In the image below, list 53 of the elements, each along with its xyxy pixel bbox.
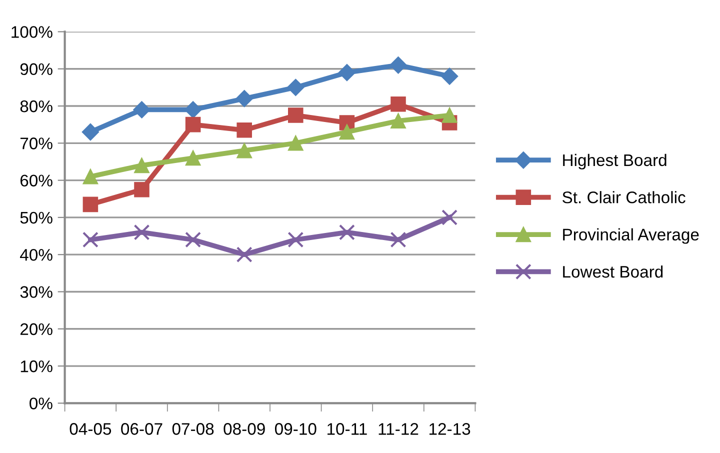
point — [133, 101, 150, 118]
point — [441, 68, 458, 85]
point — [338, 224, 355, 240]
x-tick-label: 04-05 — [70, 423, 112, 435]
legend-label: Highest Board — [563, 154, 666, 170]
point — [390, 96, 406, 112]
point — [390, 113, 406, 128]
y-tick-label: 20% — [20, 323, 52, 336]
y-tick-label: 70% — [20, 138, 52, 150]
point — [442, 209, 458, 226]
y-tick-label: 0% — [30, 398, 52, 410]
x-tick-label: 10-11 — [328, 423, 367, 435]
y-tick-label: 40% — [20, 248, 52, 261]
x-tick-label: 07-08 — [172, 423, 214, 435]
point — [185, 150, 201, 166]
x-tick-label: 09-10 — [274, 423, 316, 435]
point — [236, 246, 252, 263]
y-tick-label: 100% — [12, 26, 52, 38]
x-tick-label: 11-12 — [378, 423, 418, 435]
point — [82, 232, 98, 248]
y-tick-label: 50% — [20, 212, 52, 224]
point — [288, 232, 304, 248]
point — [390, 232, 406, 248]
legend-label: St. Clair Catholic — [562, 191, 686, 204]
y-tick-label: 10% — [20, 360, 52, 372]
point — [134, 158, 150, 174]
y-tick-label: 60% — [20, 174, 52, 186]
x-tick-label: 08-09 — [224, 423, 265, 435]
point — [339, 124, 355, 140]
point — [288, 136, 304, 151]
point — [184, 101, 202, 118]
point — [82, 196, 98, 212]
point — [236, 122, 252, 138]
point — [82, 123, 99, 141]
point — [442, 108, 458, 123]
legend-label: Provincial Average — [563, 228, 699, 244]
point — [134, 182, 150, 198]
point — [288, 108, 304, 123]
point — [185, 232, 202, 248]
y-tick-label: 80% — [20, 100, 52, 112]
x-tick-label: 06-07 — [121, 423, 162, 435]
y-tick-label: 30% — [20, 286, 52, 298]
point — [390, 56, 407, 74]
point — [236, 90, 253, 108]
point — [287, 78, 304, 96]
legend-label: Lowest Board — [563, 265, 663, 278]
point — [236, 142, 252, 158]
x-tick-label: 12-13 — [430, 423, 470, 435]
point — [82, 168, 98, 184]
y-tick-label: 90% — [20, 63, 52, 76]
point — [185, 116, 201, 132]
point — [338, 64, 356, 82]
point — [134, 224, 150, 240]
